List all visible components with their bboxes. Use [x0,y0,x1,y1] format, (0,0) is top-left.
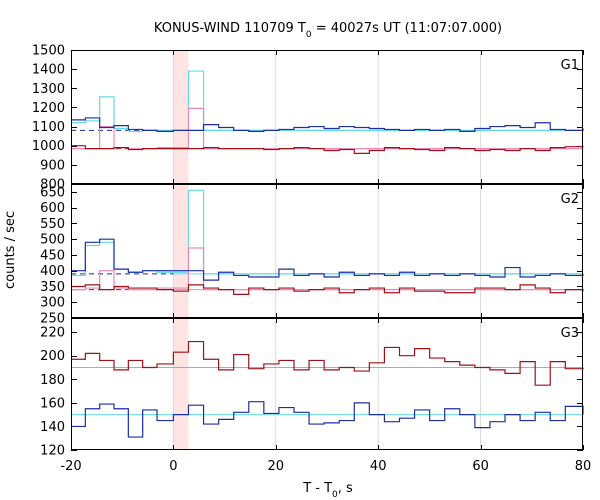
y-tick-label: 1400 [32,63,65,78]
series-cyan-step [71,70,583,132]
chart-title-rest: = 40027s UT (11:07:07.000) [312,21,502,36]
y-tick-label: 500 [40,233,65,248]
panel-frame [71,318,583,450]
series-red-step [71,284,584,295]
y-tick-label: 650 [40,185,65,200]
panel-label: G1 [561,58,579,73]
y-tick-label: 300 [40,296,65,311]
x-axis-title-main: T - T [302,481,332,496]
y-tick-label: 140 [40,420,65,435]
y-tick-label: 180 [40,373,65,388]
y-tick-label: 1200 [32,101,65,116]
panel-frame [71,184,583,318]
y-tick-label: 800 [40,178,65,193]
series-blue-step [71,117,584,132]
panel-g1: 800 900 1000 1100 1200 1300 1400 1500 G1 [32,44,584,193]
y-tick-label: 120 [40,444,65,459]
series-pink-step [71,247,583,291]
panel-g3: 120 140 160 180 200 220 G3 [40,318,584,459]
y-axis-title: counts / sec [3,211,18,289]
y-tick-label: 1000 [32,139,65,154]
x-tick-label: 20 [268,459,285,474]
y-tick-label: 600 [40,201,65,216]
y-tick-label: 400 [40,264,65,279]
panel-label: G3 [561,326,579,341]
y-tick-label: 900 [40,158,65,173]
x-axis-title-rest: , s [338,481,353,496]
x-tick-label: 80 [575,459,592,474]
x-tick-label: 60 [472,459,489,474]
chart-title-sub: 0 [306,30,312,40]
y-tick-label: 1300 [32,82,65,97]
plot-area: 800900100011001200130014001500G125030035… [32,44,591,475]
chart-title-main: KONUS-WIND 110709 T [154,21,306,36]
y-tick-label: 220 [40,326,65,341]
y-tick-label: 1100 [32,120,65,135]
y-tick-label: 550 [40,217,65,232]
highlight-band [173,50,189,450]
y-tick-label: 350 [40,280,65,295]
panel-frame [71,50,583,184]
x-axis-title-sub: 0 [332,490,338,500]
series-cyan-step [71,189,583,277]
panel-label: G2 [561,192,579,207]
series-red-step [71,145,584,154]
series-blue-step [71,238,584,281]
y-tick-label: 200 [40,349,65,364]
chart-title: KONUS-WIND 110709 T0 = 40027s UT (11:07:… [154,21,502,40]
y-tick-label: 450 [40,248,65,263]
x-tick-label: -20 [60,459,81,474]
series-blue-step [71,401,584,438]
x-tick-label: 0 [169,459,177,474]
y-tick-label: 250 [40,312,65,327]
x-tick-label: 40 [370,459,387,474]
series-red-step [71,340,584,386]
y-tick-label: 160 [40,396,65,411]
y-tick-label: 1500 [32,44,65,59]
x-axis-title: T - T0, s [302,481,353,500]
